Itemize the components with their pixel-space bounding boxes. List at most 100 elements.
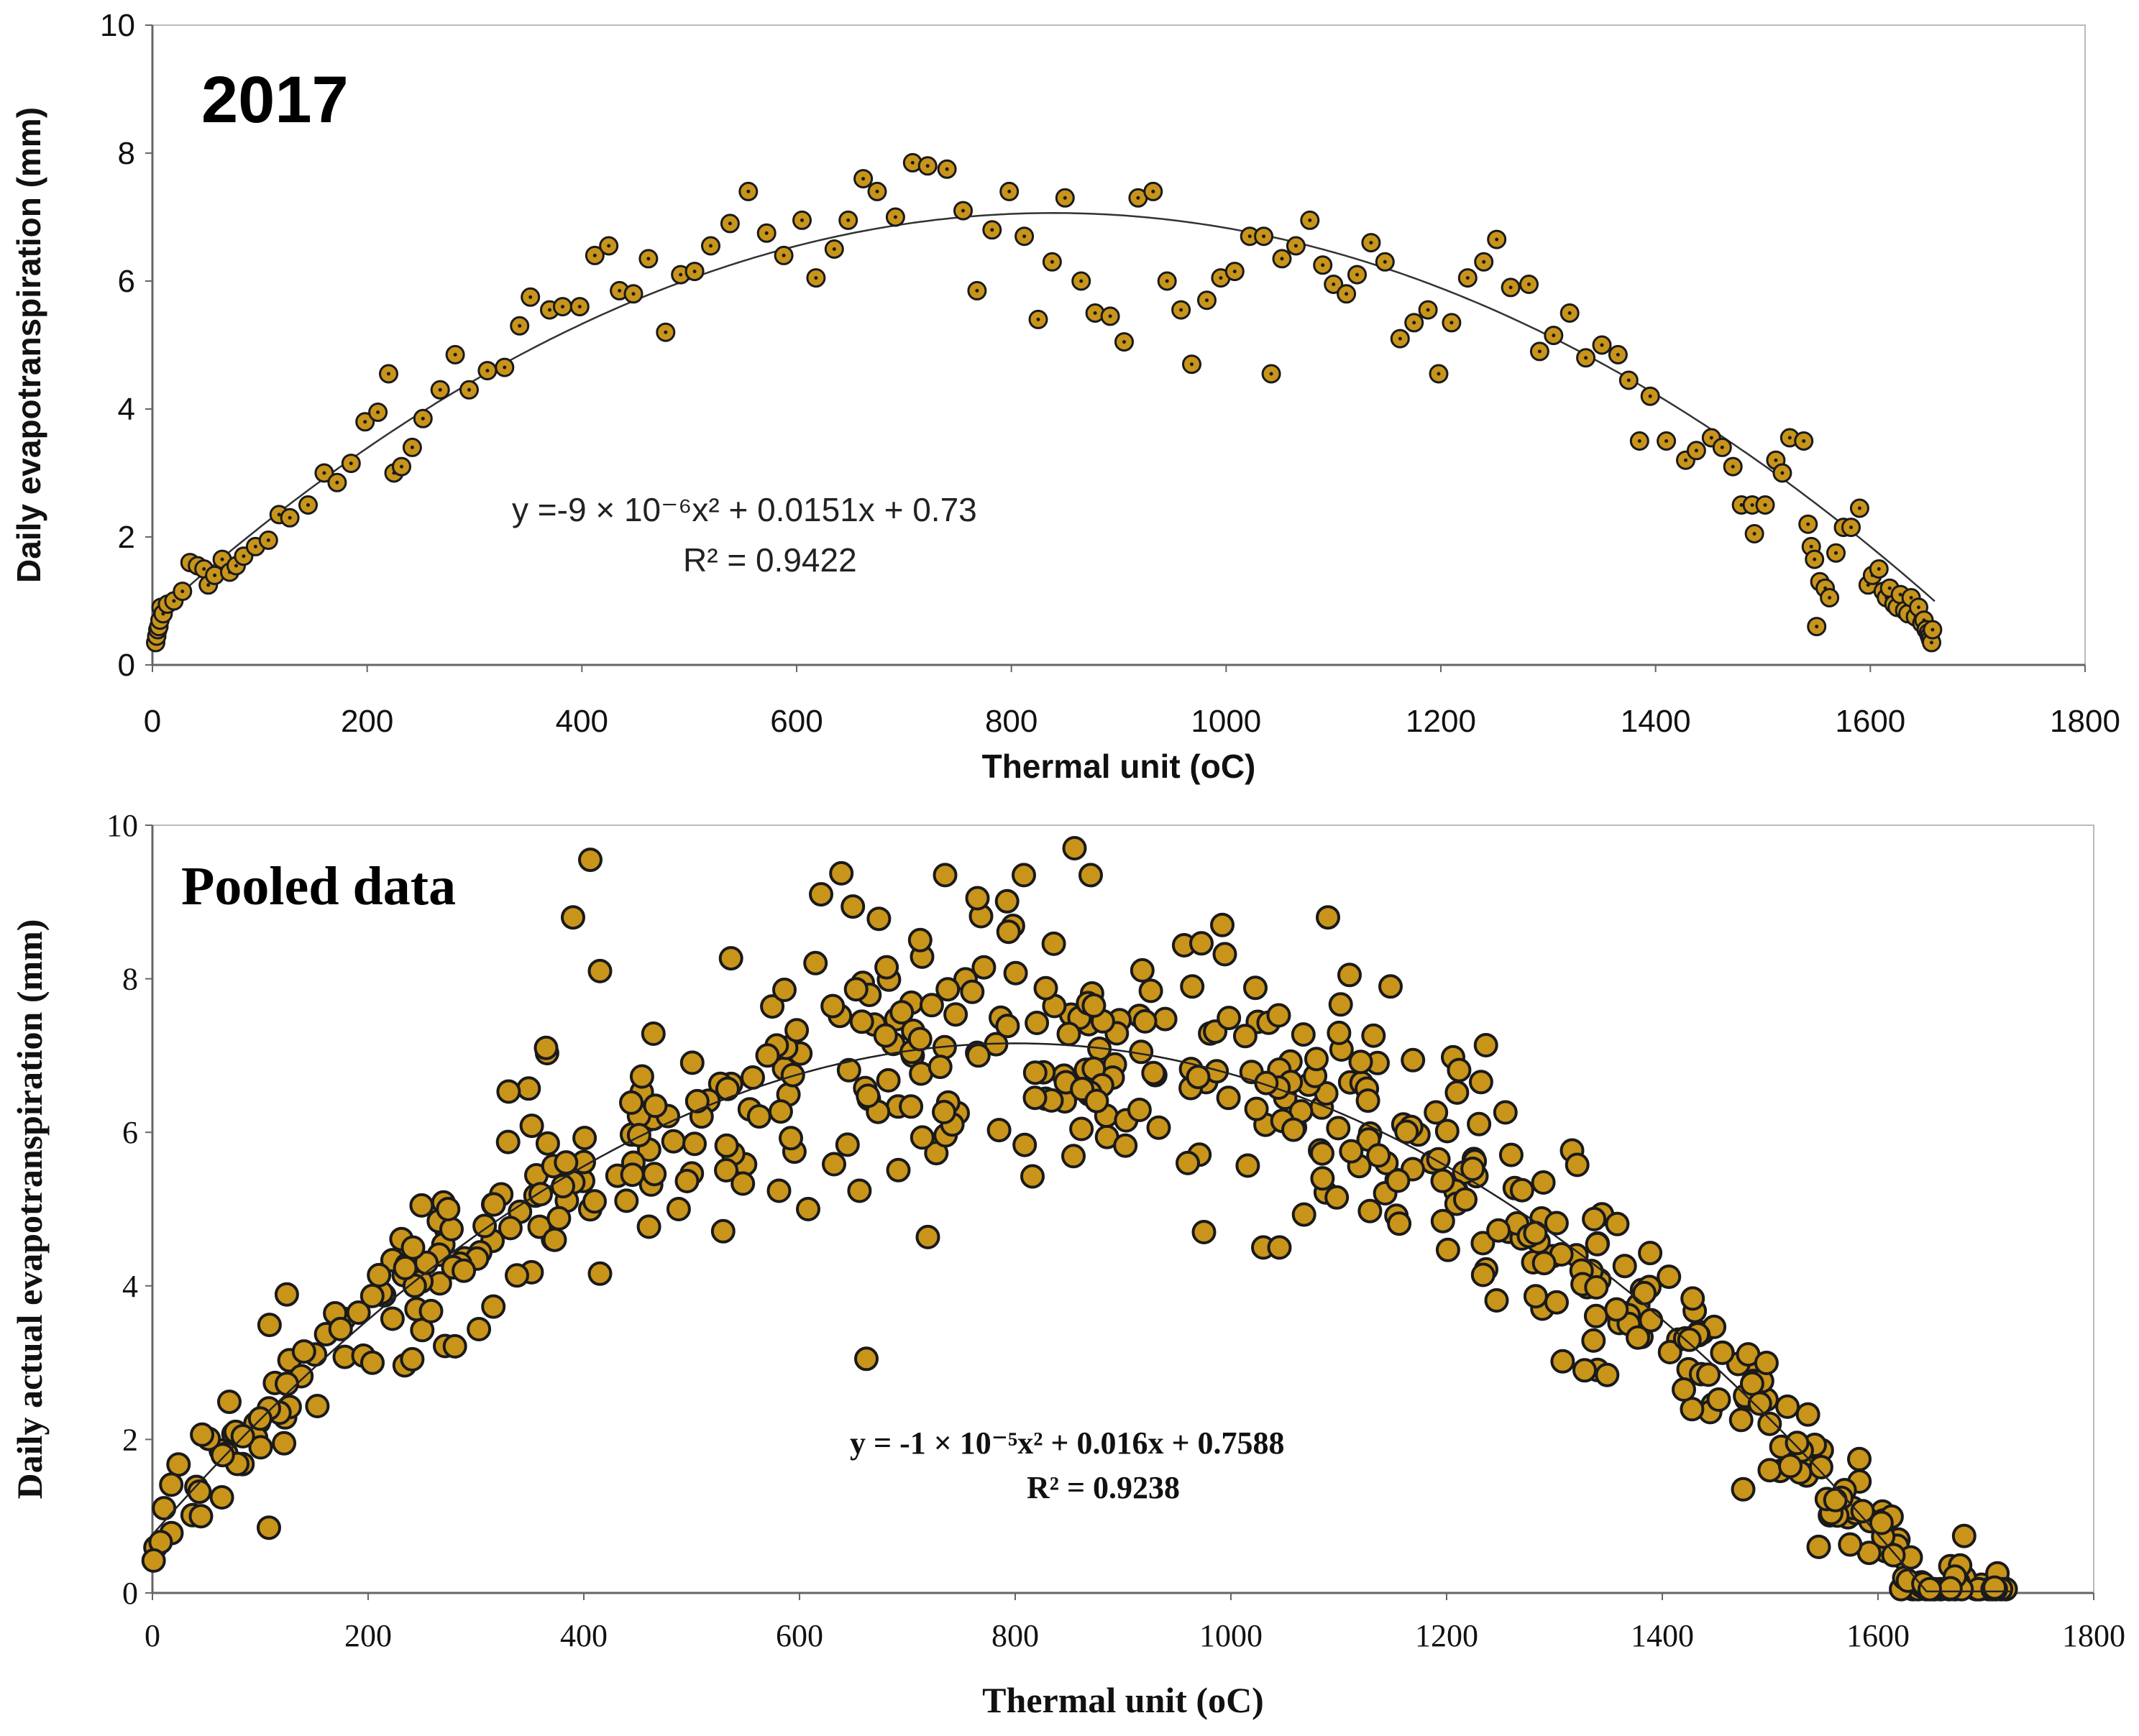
data-point-center-2017-139 xyxy=(1834,551,1838,555)
data-point-pooled-370 xyxy=(1212,942,1237,967)
data-point-pooled-56 xyxy=(1444,1080,1470,1105)
data-point-center-2017-84 xyxy=(1205,298,1209,303)
data-point-center-2017-50 xyxy=(679,272,683,277)
data-point-pooled-574 xyxy=(1731,1476,1756,1502)
data-point-pooled-116 xyxy=(187,1479,212,1505)
data-point-pooled-441 xyxy=(554,1150,579,1175)
trendline-pooled xyxy=(152,1042,2013,1593)
data-point-center-2017-124 xyxy=(1739,503,1744,507)
data-point-center-2017-32 xyxy=(410,445,414,449)
data-point-center-2017-119 xyxy=(1684,458,1687,462)
data-point-pooled-345 xyxy=(1310,1166,1335,1191)
data-point-pooled-495 xyxy=(1385,1168,1411,1193)
data-point-pooled-355 xyxy=(718,946,743,971)
data-point-pooled-460 xyxy=(1938,1576,1963,1601)
data-point-pooled-465 xyxy=(1460,1157,1485,1181)
y-tick-label-pooled-4: 4 xyxy=(122,1269,138,1304)
data-point-pooled-294 xyxy=(835,1132,860,1157)
data-point-pooled-491 xyxy=(1355,1088,1380,1113)
data-point-pooled-328 xyxy=(714,1158,738,1182)
data-point-pooled-191 xyxy=(874,955,899,980)
x-tick-label-2017-1400: 1400 xyxy=(1621,704,1691,739)
data-point-center-2017-148 xyxy=(1887,586,1892,590)
data-point-center-2017-68 xyxy=(975,288,979,293)
y-tick-label-pooled-10: 10 xyxy=(106,808,138,843)
data-point-pooled-545 xyxy=(1918,1576,1942,1602)
data-point-center-2017-99 xyxy=(1398,336,1402,341)
data-point-pooled-183 xyxy=(1550,1349,1575,1374)
x-tick-label-pooled-400: 400 xyxy=(560,1618,608,1653)
data-point-pooled-312 xyxy=(1523,1284,1548,1309)
data-point-pooled-432 xyxy=(1022,1060,1048,1085)
data-point-center-2017-49 xyxy=(664,330,668,334)
ticks-2017: 0 200 400 600 800 1000 1200 1400 1600 1800 0 2 4 6 8 10 xyxy=(100,8,2120,739)
data-point-pooled-220 xyxy=(1328,992,1353,1017)
data-point-center-2017-118 xyxy=(1664,439,1669,443)
data-point-pooled-540 xyxy=(1585,1231,1610,1257)
data-point-pooled-532 xyxy=(452,1258,477,1283)
data-point-center-2017-141 xyxy=(1849,525,1853,530)
data-point-pooled-385 xyxy=(1326,1116,1351,1141)
data-point-center-2017-86 xyxy=(1232,270,1237,274)
data-point-center-2017-80 xyxy=(1151,189,1155,193)
data-point-pooled-461 xyxy=(679,1050,705,1075)
x-tick-label-2017-1200: 1200 xyxy=(1406,704,1476,739)
data-point-center-2017-48 xyxy=(646,257,651,261)
data-point-pooled-462 xyxy=(1291,1202,1316,1227)
data-point-center-2017-110 xyxy=(1552,334,1556,338)
data-point-pooled-178 xyxy=(587,1261,613,1286)
data-point-center-2017-29 xyxy=(387,372,390,376)
data-point-pooled-71 xyxy=(1757,1411,1782,1436)
data-point-center-2017-107 xyxy=(1508,285,1513,290)
data-point-pooled-584 xyxy=(533,1035,559,1060)
data-point-pooled-303 xyxy=(141,1548,166,1573)
data-point-pooled-412 xyxy=(248,1435,273,1460)
data-point-pooled-277 xyxy=(714,1133,739,1158)
points-pooled xyxy=(141,836,2018,1602)
x-tick-label-pooled-0: 0 xyxy=(145,1618,160,1653)
data-point-pooled-573 xyxy=(1806,1534,1831,1559)
data-point-center-2017-76 xyxy=(1093,311,1097,315)
data-point-pooled-544 xyxy=(1324,1185,1350,1210)
equation-pooled: y = -1 × 10⁻⁵x² + 0.016x + 0.7588 xyxy=(850,1425,1285,1461)
data-point-center-2017-88 xyxy=(1262,234,1266,239)
data-point-pooled-521 xyxy=(274,1282,299,1307)
data-point-pooled-575 xyxy=(1572,1358,1597,1383)
data-point-center-2017-101 xyxy=(1426,308,1430,312)
data-point-pooled-349 xyxy=(1881,1543,1906,1568)
data-point-center-2017-71 xyxy=(1022,234,1027,239)
data-point-pooled-28 xyxy=(1581,1328,1606,1353)
data-point-pooled-501 xyxy=(328,1316,353,1341)
data-point-center-2017-91 xyxy=(1293,244,1298,248)
data-point-pooled-435 xyxy=(1706,1387,1731,1412)
data-point-center-2017-93 xyxy=(1321,263,1325,267)
data-point-pooled-490 xyxy=(359,1283,385,1308)
x-tick-label-pooled-200: 200 xyxy=(344,1618,392,1653)
data-point-center-2017-135 xyxy=(1815,625,1819,629)
data-point-pooled-215 xyxy=(666,1197,691,1221)
data-point-center-2017-131 xyxy=(1802,439,1806,443)
data-point-center-2017-61 xyxy=(861,177,866,181)
data-point-center-2017-40 xyxy=(528,295,533,299)
data-point-center-2017-74 xyxy=(1063,196,1067,200)
data-point-pooled-520 xyxy=(907,927,933,952)
data-point-pooled-571 xyxy=(854,1346,879,1372)
data-point-pooled-417 xyxy=(1394,1119,1419,1144)
data-point-pooled-316 xyxy=(820,993,846,1019)
data-point-center-2017-87 xyxy=(1247,234,1252,239)
data-point-center-2017-156 xyxy=(1917,605,1920,610)
y-axis-title-2017: Daily evapotranspiration (mm) xyxy=(10,107,47,583)
data-point-pooled-289 xyxy=(829,860,854,886)
data-point-center-2017-44 xyxy=(592,253,597,257)
data-point-pooled-531 xyxy=(873,1023,898,1048)
data-point-pooled-98 xyxy=(1484,1288,1509,1313)
data-point-pooled-284 xyxy=(910,1125,935,1150)
data-point-center-2017-66 xyxy=(945,167,949,171)
data-point-center-2017-54 xyxy=(746,189,751,193)
data-point-center-2017-117 xyxy=(1637,439,1641,443)
data-point-center-2017-12 xyxy=(202,567,206,571)
data-point-pooled-2 xyxy=(866,906,892,932)
data-point-pooled-568 xyxy=(965,886,990,911)
data-point-pooled-160 xyxy=(1291,1022,1316,1047)
